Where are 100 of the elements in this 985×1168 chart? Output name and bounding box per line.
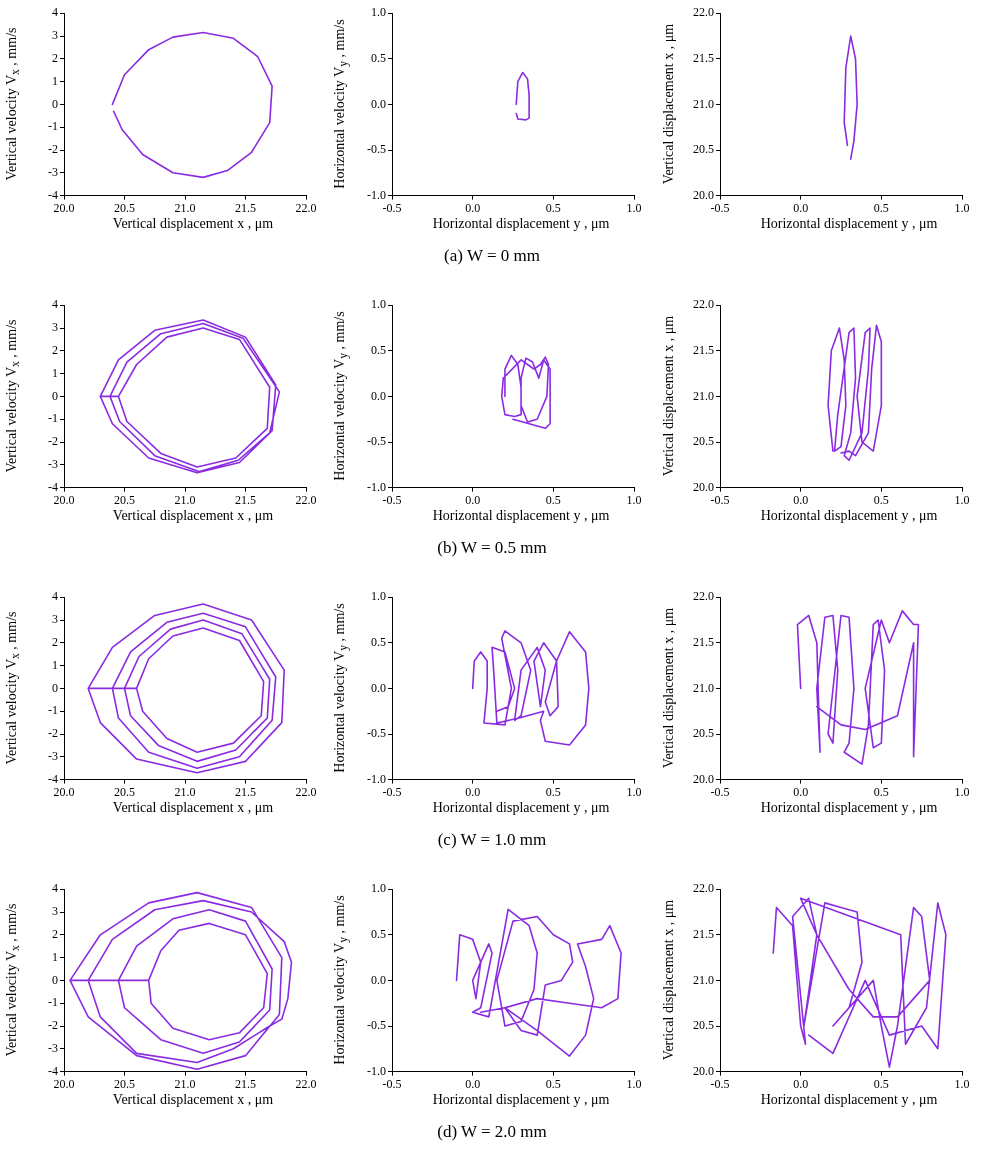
y-tick-label: -4 — [48, 1063, 58, 1078]
y-tick-label: 0.5 — [371, 926, 386, 941]
y-axis-title: Vertical displacement x , μm — [661, 899, 677, 1061]
y-tick-label: -1 — [48, 995, 58, 1010]
y-tick-label: -3 — [48, 456, 58, 471]
y-tick-label: 2 — [52, 634, 58, 649]
y-tick-label: 1.0 — [371, 5, 386, 20]
x-tick-label: 21.0 — [174, 784, 196, 799]
y-tick-label: 0.5 — [371, 50, 386, 65]
y-tick-label: 20.5 — [693, 1018, 714, 1033]
x-tick-label: 0.5 — [873, 784, 889, 799]
y-tick-label: 21.0 — [693, 972, 714, 987]
y-tick-label: -4 — [48, 479, 58, 494]
x-tick-label: 21.5 — [235, 200, 256, 215]
x-axis-title: Vertical displacement x , μm — [111, 1092, 275, 1108]
y-tick-label: 0.5 — [371, 342, 386, 357]
y-tick-label: 21.5 — [693, 50, 714, 65]
x-tick-label: 20.5 — [114, 784, 135, 799]
y-tick-label: -2 — [48, 1018, 58, 1033]
y-tick-label: -0.5 — [367, 1018, 386, 1033]
x-tick-label: -0.5 — [710, 1076, 730, 1091]
y-tick-label: 1 — [52, 73, 58, 88]
text: (b) W = 0.5 mm — [436, 538, 548, 558]
x-tick-label: -0.5 — [382, 492, 402, 507]
y-tick-label: 1 — [52, 657, 58, 672]
y-tick-label: -0.5 — [367, 434, 386, 449]
x-tick-label: 0.0 — [793, 784, 809, 799]
y-tick-label: -1 — [48, 703, 58, 718]
text: (c) W = 1.0 mm — [436, 830, 548, 850]
x-axis-title: Horizontal displacement y , μm — [431, 1092, 611, 1108]
y-tick-label: 21.0 — [693, 680, 714, 695]
y-tick-label: -1 — [48, 411, 58, 426]
y-tick-label: 3 — [52, 28, 58, 43]
x-axis-title: Vertical displacement x , μm — [111, 216, 275, 232]
x-tick-label: 0.5 — [545, 784, 561, 799]
y-tick-label: -0.5 — [367, 142, 386, 157]
x-tick-label: 0.0 — [465, 784, 481, 799]
y-tick-label: 3 — [52, 320, 58, 335]
y-tick-label: 20.0 — [693, 1063, 714, 1078]
y-tick-label: 21.5 — [693, 634, 714, 649]
y-tick-label: 3 — [52, 904, 58, 919]
x-axis-title: Horizontal displacement y , μm — [759, 1092, 939, 1108]
y-tick-label: 22.0 — [693, 5, 714, 20]
y-tick-label: 20.5 — [693, 726, 714, 741]
x-tick-label: 21.0 — [174, 492, 196, 507]
y-tick-label: 1 — [52, 949, 58, 964]
x-tick-label: 1.0 — [626, 200, 642, 215]
x-tick-label: 0.5 — [873, 200, 889, 215]
y-tick-label: -3 — [48, 164, 58, 179]
x-axis-title: Vertical displacement x , μm — [111, 508, 275, 524]
y-tick-label: 0 — [52, 96, 58, 111]
y-tick-label: 2 — [52, 926, 58, 941]
y-axis-title: Vertical displacement x , μm — [661, 607, 677, 769]
text: (d) W = 2.0 mm — [436, 1122, 548, 1142]
x-tick-label: 0.0 — [793, 200, 809, 215]
y-tick-label: -1 — [48, 119, 58, 134]
x-tick-label: 1.0 — [954, 1076, 970, 1091]
x-tick-label: -0.5 — [710, 492, 730, 507]
y-tick-label: 0.0 — [371, 388, 386, 403]
y-tick-label: -2 — [48, 142, 58, 157]
y-tick-label: 22.0 — [693, 589, 714, 604]
y-tick-label: -1.0 — [367, 1063, 386, 1078]
x-axis-title: Horizontal displacement y , μm — [431, 216, 611, 232]
y-tick-label: 1 — [52, 365, 58, 380]
x-tick-label: 0.5 — [545, 492, 561, 507]
y-tick-label: 1.0 — [371, 589, 386, 604]
y-tick-label: 22.0 — [693, 297, 714, 312]
y-tick-label: 20.5 — [693, 142, 714, 157]
x-tick-label: 0.0 — [793, 1076, 809, 1091]
y-tick-label: -3 — [48, 748, 58, 763]
y-tick-label: 2 — [52, 50, 58, 65]
x-tick-label: 0.5 — [873, 492, 889, 507]
x-axis-title: Horizontal displacement y , μm — [759, 800, 939, 816]
y-tick-label: -1.0 — [367, 771, 386, 786]
y-tick-label: -1.0 — [367, 479, 386, 494]
x-tick-label: 20.5 — [114, 200, 135, 215]
y-tick-label: 4 — [52, 589, 58, 604]
x-tick-label: 1.0 — [954, 784, 970, 799]
y-tick-label: 0 — [52, 680, 58, 695]
x-tick-label: 21.0 — [174, 200, 196, 215]
y-tick-label: 0 — [52, 972, 58, 987]
x-tick-label: 1.0 — [626, 492, 642, 507]
y-tick-label: 21.5 — [693, 342, 714, 357]
x-tick-label: 21.0 — [174, 1076, 196, 1091]
x-axis-title: Horizontal displacement y , μm — [759, 216, 939, 232]
y-tick-label: -2 — [48, 434, 58, 449]
y-tick-label: -0.5 — [367, 726, 386, 741]
y-tick-label: 20.0 — [693, 187, 714, 202]
y-tick-label: 4 — [52, 5, 58, 20]
y-tick-label: -1.0 — [367, 187, 386, 202]
x-tick-label: 22.0 — [295, 492, 317, 507]
y-tick-label: 2 — [52, 342, 58, 357]
x-tick-label: 0.5 — [545, 200, 561, 215]
y-tick-label: -4 — [48, 187, 58, 202]
y-tick-label: 0.0 — [371, 96, 386, 111]
y-tick-label: -2 — [48, 726, 58, 741]
x-tick-label: 21.5 — [235, 492, 256, 507]
y-tick-label: 20.5 — [693, 434, 714, 449]
y-tick-label: -4 — [48, 771, 58, 786]
y-tick-label: 1.0 — [371, 297, 386, 312]
